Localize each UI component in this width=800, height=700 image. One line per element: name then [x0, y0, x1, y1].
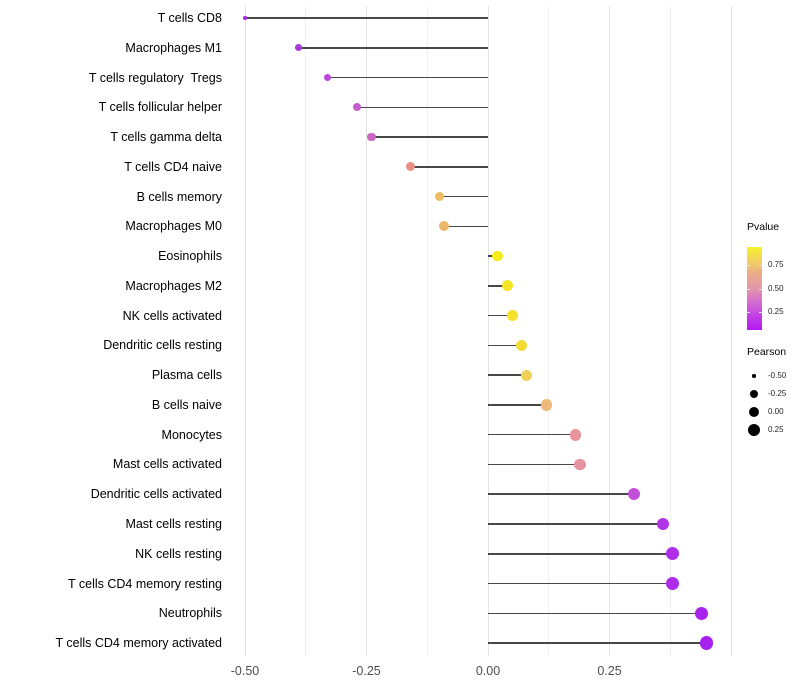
data-point-dot: [521, 369, 533, 381]
lollipop-stick: [371, 136, 488, 138]
lollipop-stick: [488, 493, 634, 495]
data-point-dot: [502, 280, 513, 292]
data-point-dot: [666, 547, 680, 561]
data-point-dot: [666, 577, 680, 590]
lollipop-stick: [488, 463, 581, 466]
data-point-dot: [405, 162, 415, 172]
colorbar-tick: [747, 265, 750, 267]
gridline-major: [609, 6, 610, 656]
gridline-major: [244, 6, 246, 656]
data-point-dot: [574, 458, 587, 471]
y-axis-label: T cells gamma delta: [110, 130, 222, 144]
legend-pearson-title: Pearson: [747, 346, 787, 358]
data-point-dot: [695, 606, 709, 620]
lollipop-stick: [488, 553, 673, 555]
lollipop-stick: [410, 166, 488, 168]
colorbar-tick: [747, 288, 750, 290]
gridline-major: [366, 6, 367, 656]
x-tick-label: 0.00: [475, 664, 501, 678]
gridline-minor: [426, 6, 428, 656]
data-point-dot: [516, 339, 528, 351]
size-legend-label: -0.25: [768, 389, 787, 398]
size-legend-label: 0.25: [768, 425, 784, 434]
y-axis-label: Macrophages M1: [125, 40, 222, 55]
y-axis-label: Macrophages M2: [125, 278, 222, 293]
gridline-major: [487, 6, 489, 656]
y-axis-label: B cells memory: [136, 189, 222, 204]
colorbar-tick-label: 0.25: [768, 306, 784, 316]
y-axis-label: Macrophages M0: [125, 219, 222, 234]
data-point-dot: [627, 487, 641, 501]
y-axis-label: Monocytes: [161, 427, 222, 442]
y-axis-label: B cells naive: [151, 397, 222, 412]
data-point-dot: [352, 103, 361, 112]
data-point-dot: [439, 221, 450, 232]
data-point-dot: [656, 517, 670, 531]
colorbar-tick-label: 0.75: [768, 260, 784, 270]
lollipop-stick: [488, 582, 673, 585]
y-axis-label: T cells CD8: [157, 11, 222, 25]
lollipop-stick: [245, 17, 488, 19]
lollipop-stick: [327, 76, 488, 79]
size-legend-label: -0.50: [768, 371, 787, 380]
size-legend-dot: [752, 374, 756, 378]
lollipop-stick: [488, 523, 663, 525]
lollipop-stick: [439, 195, 488, 198]
lollipop-stick: [488, 404, 547, 406]
y-axis-label: T cells follicular helper: [98, 100, 222, 115]
size-legend-dot: [748, 406, 760, 418]
y-axis-label: NK cells activated: [122, 308, 222, 323]
lollipop-stick: [488, 374, 527, 376]
colorbar-tick: [759, 311, 762, 313]
lollipop-stick: [298, 47, 488, 49]
lollipop-stick: [488, 314, 513, 317]
data-point-dot: [367, 132, 376, 142]
gridline-minor: [669, 6, 671, 656]
y-axis-label: Eosinophils: [158, 249, 222, 264]
x-tick-label: -0.50: [230, 664, 260, 678]
gridline-minor: [548, 6, 550, 656]
lollipop-stick: [488, 285, 508, 287]
y-axis-label: Dendritic cells activated: [90, 487, 222, 502]
data-point-dot: [243, 16, 247, 20]
y-axis-label: Mast cells activated: [112, 457, 222, 472]
y-axis-label: T cells regulatory Tregs: [88, 70, 222, 85]
colorbar-tick-label: 0.50: [768, 283, 784, 293]
gridline-minor: [305, 6, 307, 656]
lollipop-stick: [488, 433, 576, 436]
y-axis-label: T cells CD4 memory activated: [55, 636, 223, 650]
data-point-dot: [492, 250, 504, 262]
size-legend-label: 0.00: [768, 407, 784, 416]
y-axis-label: T cells CD4 naive: [124, 159, 222, 174]
lollipop-stick: [444, 225, 488, 228]
colorbar-tick: [747, 311, 750, 313]
colorbar-tick: [759, 265, 762, 267]
y-axis-label: Neutrophils: [158, 606, 222, 621]
y-axis-label: T cells CD4 memory resting: [68, 576, 222, 591]
gridline-major: [730, 6, 732, 656]
data-point-dot: [295, 44, 302, 52]
x-tick-label: -0.25: [352, 664, 381, 678]
lollipop-stick: [488, 612, 702, 614]
data-point-dot: [323, 73, 332, 82]
size-legend-dot: [749, 389, 759, 399]
lollipop-stick: [488, 642, 707, 644]
data-point-dot: [434, 191, 445, 202]
size-legend-dot: [747, 423, 761, 437]
data-point-dot: [569, 428, 582, 441]
legend-pvalue-title: Pvalue: [747, 221, 780, 233]
data-point-dot: [506, 310, 518, 322]
data-point-dot: [540, 399, 553, 411]
y-axis-label: Dendritic cells resting: [103, 338, 222, 353]
x-tick-label: 0.25: [597, 664, 622, 678]
y-axis-label: Mast cells resting: [125, 517, 222, 531]
lollipop-stick: [488, 344, 522, 347]
lollipop-stick: [356, 106, 488, 108]
y-axis-label: NK cells resting: [135, 546, 222, 561]
data-point-dot: [700, 636, 714, 650]
y-axis-label: Plasma cells: [151, 368, 222, 383]
pvalue-colorbar: [747, 247, 762, 330]
colorbar-tick: [759, 288, 762, 290]
